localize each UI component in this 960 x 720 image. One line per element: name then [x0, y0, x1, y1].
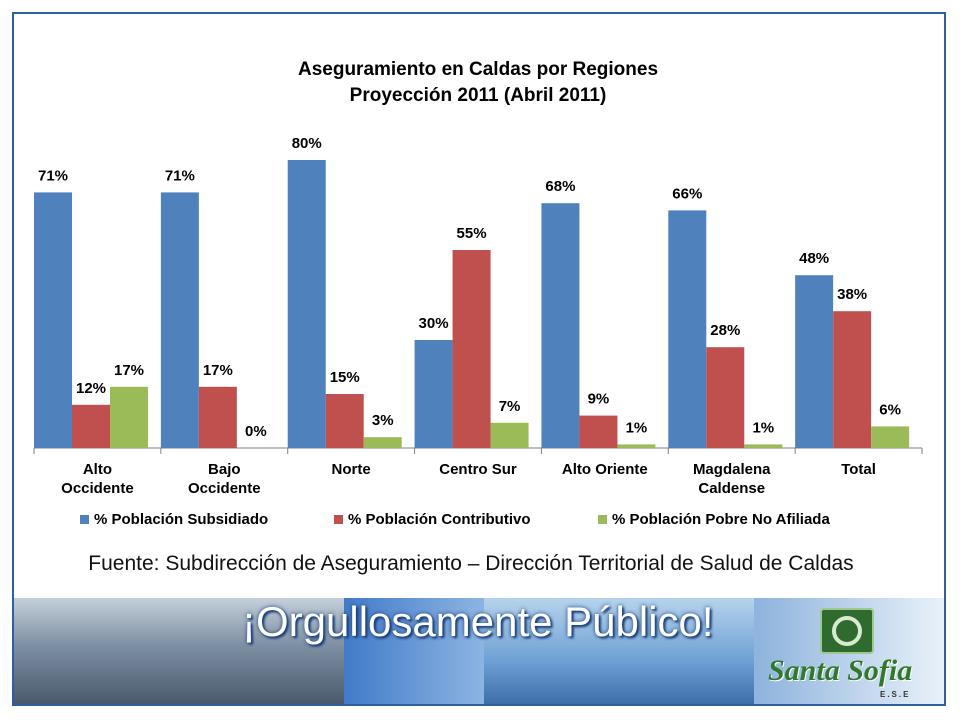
- bar: [287, 160, 326, 448]
- bar: [490, 422, 529, 448]
- data-label: 17%: [203, 362, 233, 379]
- category-label: Caldense: [698, 480, 765, 497]
- bar: [160, 192, 199, 448]
- category-label: Occidente: [188, 480, 261, 497]
- bar: [363, 437, 402, 448]
- hospital-photo: [14, 598, 344, 704]
- slide-frame: [12, 12, 946, 706]
- legend-label: % Población Subsidiado: [94, 511, 268, 528]
- bar: [110, 386, 148, 448]
- bar: [795, 275, 834, 448]
- data-label: 48%: [799, 250, 829, 267]
- category-label: Magdalena: [693, 461, 771, 478]
- data-label: 17%: [114, 362, 144, 379]
- data-label: 28%: [710, 322, 740, 339]
- bar: [414, 340, 453, 448]
- logo-subtext: E.S.E: [880, 690, 911, 699]
- bar: [706, 347, 745, 448]
- bar: [617, 444, 656, 448]
- bar: [72, 404, 110, 448]
- category-label: Centro Sur: [439, 461, 517, 478]
- data-label: 1%: [626, 419, 648, 436]
- data-label: 6%: [879, 401, 901, 418]
- data-label: 80%: [292, 135, 322, 152]
- data-label: 9%: [588, 391, 610, 408]
- data-label: 15%: [330, 369, 360, 386]
- data-label: 55%: [457, 225, 487, 242]
- category-label: Norte: [332, 461, 371, 478]
- legend-swatch: [334, 515, 343, 524]
- legend-swatch: [598, 515, 607, 524]
- data-label: 71%: [38, 167, 68, 184]
- legend-swatch: [80, 515, 89, 524]
- category-label: Occidente: [61, 480, 134, 497]
- footer-banner: ¡Orgullosamente Público! Santa Sofia E.S…: [14, 598, 944, 704]
- legend-label: % Población Pobre No Afiliada: [612, 511, 830, 528]
- nurse-photo: [484, 598, 754, 704]
- logo-mark-icon: [820, 608, 874, 654]
- data-label: 30%: [419, 315, 449, 332]
- category-label: Total: [841, 461, 876, 478]
- bar-chart: Aseguramiento en Caldas por Regiones Proy…: [33, 59, 923, 528]
- bar: [744, 444, 783, 448]
- legend-label: % Población Contributivo: [348, 511, 531, 528]
- logo-text: Santa Sofia: [768, 654, 913, 687]
- bar: [579, 415, 618, 448]
- santa-sofia-logo: Santa Sofia E.S.E: [762, 608, 942, 700]
- chart-title: Aseguramiento en Caldas por Regiones: [298, 59, 658, 80]
- bar: [871, 426, 910, 448]
- category-label: Alto: [83, 461, 112, 478]
- data-label: 38%: [837, 286, 867, 303]
- data-label: 71%: [165, 167, 195, 184]
- data-label: 68%: [545, 178, 575, 195]
- bar: [541, 203, 580, 448]
- source-note: Fuente: Subdirección de Aseguramiento – …: [88, 552, 854, 575]
- data-label: 66%: [672, 185, 702, 202]
- bar: [34, 192, 72, 448]
- category-label: Bajo: [208, 461, 241, 478]
- data-label: 12%: [76, 380, 106, 397]
- banner-slogan: ¡Orgullosamente Público!: [242, 598, 714, 645]
- bar: [833, 311, 872, 448]
- data-label: 3%: [372, 412, 394, 429]
- bar: [668, 210, 707, 448]
- category-label: Alto Oriente: [562, 461, 648, 478]
- data-label: 7%: [499, 398, 521, 415]
- data-label: 1%: [752, 419, 774, 436]
- chart-subtitle: Proyección 2011 (Abril 2011): [350, 85, 607, 106]
- bar: [198, 386, 237, 448]
- bar: [452, 250, 491, 448]
- bar: [325, 394, 364, 448]
- data-label: 0%: [245, 423, 267, 440]
